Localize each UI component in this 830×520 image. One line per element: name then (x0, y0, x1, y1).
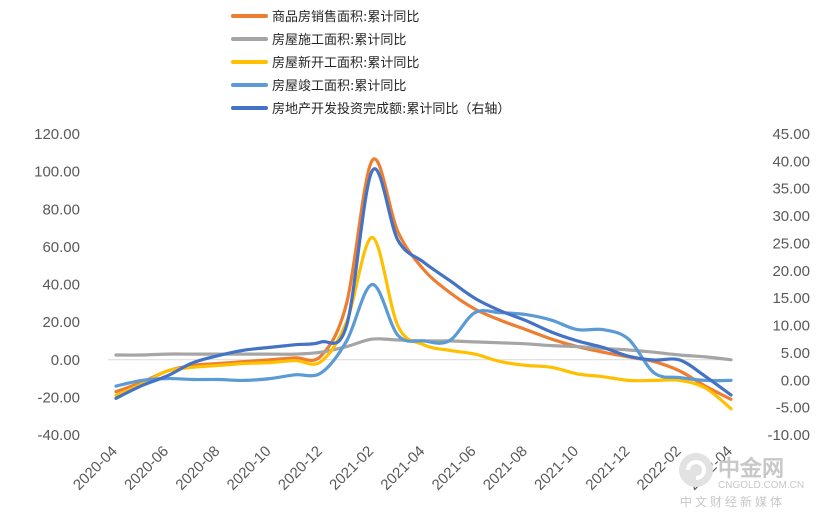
legend-label: 商品房销售面积:累计同比 (272, 9, 419, 25)
legend-label: 房屋新开工面积:累计同比 (272, 55, 419, 71)
x-tick-label: 2021-12 (582, 443, 633, 494)
right-y-tick-label: 20.00 (772, 263, 810, 280)
right-y-tick-label: 30.00 (772, 208, 810, 225)
x-tick-label: 2021-08 (480, 443, 531, 494)
x-tick-label: 2021-06 (429, 443, 480, 494)
right-y-tick-label: 10.00 (772, 318, 810, 335)
right-y-tick-label: -10.00 (767, 427, 810, 444)
legend-label: 房屋竣工面积:累计同比 (272, 78, 406, 94)
left-y-tick-label: -40.00 (37, 427, 80, 444)
x-tick-label: 2020-10 (224, 443, 275, 494)
right-y-tick-label: 25.00 (772, 235, 810, 252)
legend-label: 房地产开发投资完成额:累计同比（右轴） (272, 101, 510, 117)
left-y-tick-label: -20.00 (37, 389, 80, 406)
chart-legend: 商品房销售面积:累计同比房屋施工面积:累计同比房屋新开工面积:累计同比房屋竣工面… (231, 9, 510, 117)
series-line-sales-area (114, 157, 733, 401)
x-tick-label: 2021-04 (377, 443, 428, 494)
x-tick-label: 2021-02 (326, 443, 377, 494)
left-y-tick-label: 20.00 (42, 314, 80, 331)
left-y-tick-label: 0.00 (51, 352, 80, 369)
series-line-completed-area (114, 282, 733, 388)
x-tick-label: 2020-04 (70, 443, 121, 494)
right-y-tick-label: -5.00 (776, 400, 810, 417)
watermark-sub-text: 中文财经新媒体 (680, 494, 785, 509)
series-line-investment-completed (114, 167, 733, 400)
x-tick-label: 2020-12 (275, 443, 326, 494)
watermark-url-text: CNGOLD.COM.CN (718, 480, 804, 491)
left-y-tick-label: 80.00 (42, 201, 80, 218)
x-axis: 2020-04 2020-06 2020-08 2020-10 2020-12 2021-… (70, 443, 736, 494)
right-y-tick-label: 0.00 (781, 372, 810, 389)
legend-label: 房屋施工面积:累计同比 (272, 32, 406, 48)
watermark-swirl-icon (686, 460, 706, 480)
x-tick-label: 2020-08 (172, 443, 223, 494)
x-tick-label: 2020-06 (121, 443, 172, 494)
right-y-tick-label: 15.00 (772, 290, 810, 307)
left-y-tick-label: 120.00 (34, 126, 80, 143)
left-y-tick-label: 100.00 (34, 164, 80, 181)
left-y-axis: 120.00 100.00 80.00 60.00 40.00 20.00 0.00 -20.… (34, 126, 80, 444)
left-y-tick-label: 40.00 (42, 277, 80, 294)
series-lines (114, 157, 733, 411)
x-tick-label: 2022-02 (634, 443, 685, 494)
right-y-tick-label: 40.00 (772, 153, 810, 170)
left-y-tick-label: 60.00 (42, 239, 80, 256)
right-y-tick-label: 35.00 (772, 181, 810, 198)
watermark-main-text: 中金网 (718, 456, 784, 482)
right-y-axis: 45.00 40.00 35.00 30.00 25.00 20.00 15.00 10.00… (767, 126, 810, 444)
watermark-logo: 中金网 CNGOLD.COM.CN 中文财经新媒体 (679, 453, 804, 509)
x-tick-label: 2021-10 (531, 443, 582, 494)
right-y-tick-label: 45.00 (772, 126, 810, 143)
series-line-new-construction-area (114, 235, 733, 411)
watermark-emblem-icon (679, 453, 713, 487)
right-y-tick-label: 5.00 (781, 345, 810, 362)
